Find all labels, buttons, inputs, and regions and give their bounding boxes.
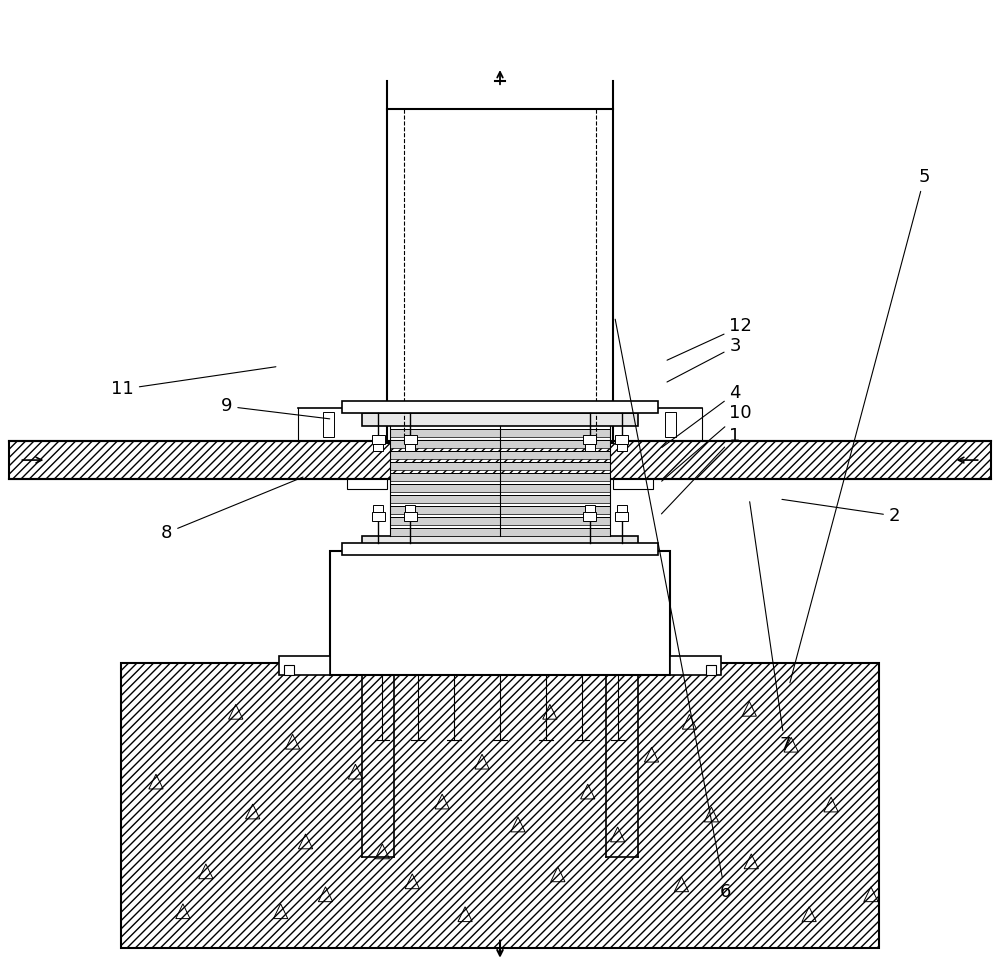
Bar — [9, 441, 991, 479]
Bar — [405, 444, 415, 452]
Bar — [362, 414, 638, 426]
Bar — [390, 462, 610, 470]
Bar — [706, 665, 716, 676]
Bar — [390, 517, 610, 525]
Bar — [404, 435, 417, 444]
Bar — [372, 512, 385, 520]
Bar — [613, 479, 653, 489]
Bar — [390, 473, 610, 481]
Text: 11: 11 — [111, 367, 276, 398]
Bar — [615, 435, 628, 444]
Bar — [390, 506, 610, 514]
Bar — [390, 484, 610, 492]
Text: 10: 10 — [662, 404, 752, 482]
Bar — [670, 655, 721, 676]
Text: 2: 2 — [782, 499, 900, 525]
Text: 8: 8 — [161, 477, 303, 542]
Bar — [373, 444, 383, 452]
Text: 5: 5 — [790, 168, 930, 683]
Bar — [405, 505, 415, 512]
Bar — [615, 512, 628, 520]
Text: 12: 12 — [667, 318, 752, 360]
Bar — [583, 435, 596, 444]
Bar — [585, 505, 595, 512]
Bar — [390, 440, 610, 448]
Bar — [585, 444, 595, 452]
Text: 1: 1 — [661, 427, 741, 514]
Bar — [390, 451, 610, 459]
Text: 9: 9 — [221, 397, 330, 419]
Bar — [617, 505, 627, 512]
Bar — [323, 413, 334, 437]
Bar — [279, 655, 330, 676]
Bar — [583, 512, 596, 520]
Bar — [372, 435, 385, 444]
Bar — [342, 543, 658, 554]
Text: 3: 3 — [667, 337, 741, 382]
Bar — [387, 109, 613, 443]
Bar — [390, 495, 610, 503]
Bar — [342, 401, 658, 414]
Bar — [373, 505, 383, 512]
Bar — [121, 663, 879, 948]
Text: 4: 4 — [662, 385, 741, 448]
Text: 7: 7 — [750, 502, 791, 754]
Bar — [390, 527, 610, 536]
Bar — [330, 551, 670, 676]
Bar — [617, 444, 627, 452]
Bar — [362, 536, 638, 549]
Bar — [665, 413, 676, 437]
Bar — [390, 429, 610, 437]
Bar — [404, 512, 417, 520]
Bar — [347, 479, 387, 489]
Text: 6: 6 — [615, 319, 731, 901]
Bar — [284, 665, 294, 676]
